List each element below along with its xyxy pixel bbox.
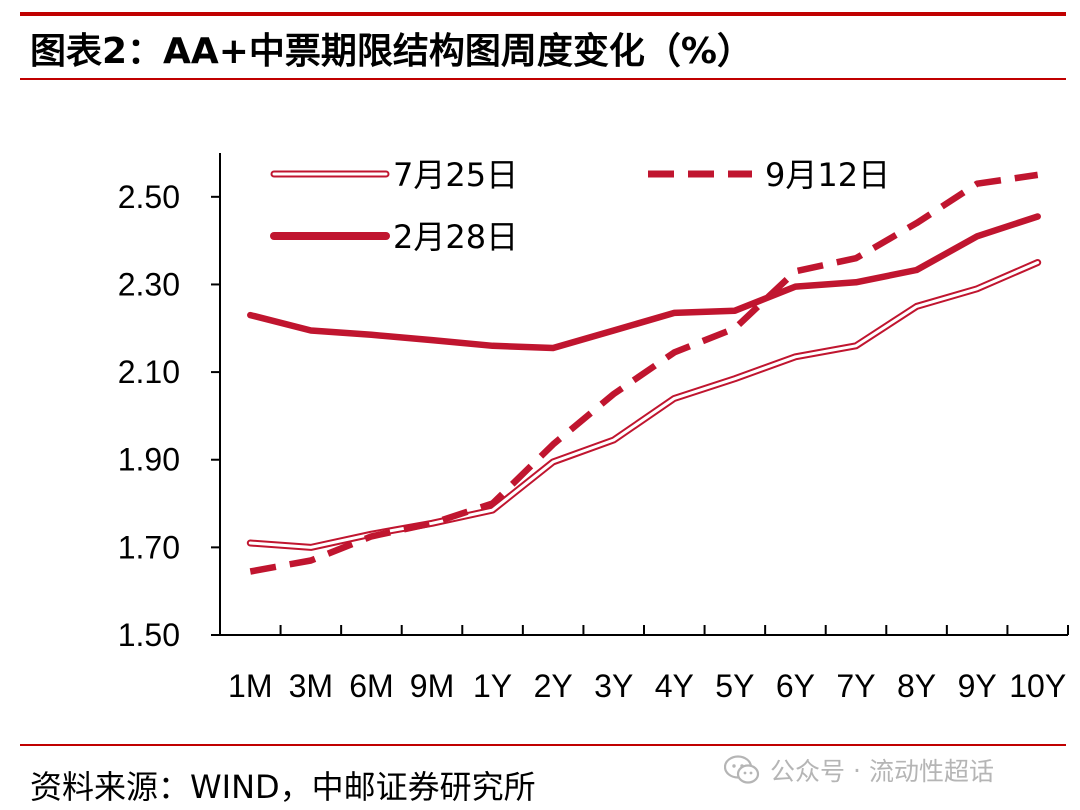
x-tick-label: 8Y [897,668,936,704]
x-tick-label: 3Y [594,668,633,704]
legend-label: 9月12日 [765,156,890,194]
title-underline [20,78,1066,80]
top-rule [20,12,1066,16]
watermark-name: 流动性超话 [868,757,994,786]
y-tick-label: 2.10 [118,354,180,390]
axes-group: 1.50 1.70 1.90 2.10 2.30 2.50 1M 3M 6M 9M 1Y 2Y 3Y 4Y… [118,153,1069,704]
series-line-sep12 [249,171,1039,575]
legend-label: 7月25日 [393,156,518,194]
y-tick-label: 2.50 [118,179,180,215]
x-tick-label: 1Y [473,668,512,704]
source-rule [20,744,1066,746]
x-tick-label: 2Y [534,668,573,704]
x-tick-label: 3M [289,668,333,704]
y-tick-label: 1.50 [118,617,180,653]
watermark-separator: · [853,755,861,785]
x-tick-label: 1M [228,668,272,704]
y-tick-label: 2.30 [118,266,180,302]
x-tick-label: 9Y [958,668,997,704]
watermark: 公众号 · 流动性超话 [724,750,994,790]
series-group [246,171,1042,575]
source-note: 资料来源：WIND，中邮证券研究所 [30,768,536,806]
x-tick-label: 7Y [836,668,875,704]
x-tick-label: 6M [349,668,393,704]
wechat-icon [724,755,760,784]
x-tick-label: 4Y [655,668,694,704]
watermark-account: 公众号 [770,757,846,786]
y-tick-label: 1.90 [118,442,180,478]
legend-label: 2月28日 [393,218,518,256]
figure-title: 图表2：AA+中票期限结构图周度变化（%） [30,31,754,72]
x-tick-label: 5Y [715,668,754,704]
legend-group: 7月25日 9月12日 2月28日 [270,156,890,256]
x-tick-label: 6Y [776,668,815,704]
series-line-feb28 [247,213,1041,352]
x-tick-label: 9M [410,668,454,704]
x-tick-label: 10Y [1009,668,1066,704]
y-tick-label: 1.70 [118,529,180,565]
series-line-jul25-inner [248,261,1040,549]
